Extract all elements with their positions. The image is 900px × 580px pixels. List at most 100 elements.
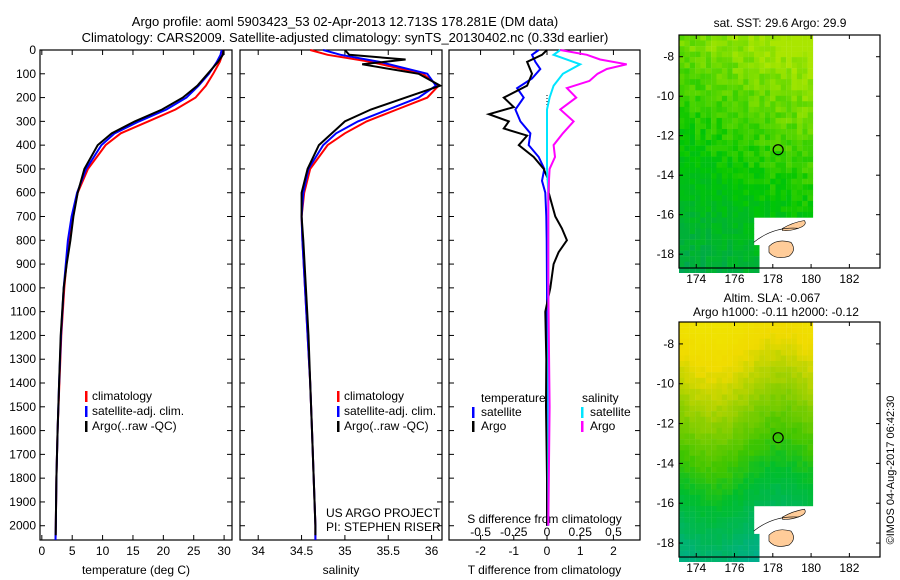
map-cell <box>780 489 787 496</box>
lat-tick-label: -16 <box>657 496 675 510</box>
map-cell <box>705 533 712 540</box>
map-cell <box>679 68 685 74</box>
map-cell <box>679 433 685 440</box>
map-cell <box>780 134 787 141</box>
map-cell <box>695 450 701 457</box>
map-cell <box>759 134 765 141</box>
map-cell <box>679 123 685 130</box>
map-cell <box>748 344 755 351</box>
map-cell <box>711 40 717 47</box>
map-cell <box>705 156 712 163</box>
map-cell <box>802 500 808 507</box>
map-cell <box>695 162 701 168</box>
map-cell <box>754 189 760 196</box>
map-cell <box>780 84 787 91</box>
map-cell <box>770 211 776 218</box>
map-cell <box>796 500 803 507</box>
map-cell <box>705 461 712 468</box>
map-cell <box>705 522 712 529</box>
map-cell <box>705 338 712 345</box>
map-cell <box>743 528 749 535</box>
map-cell <box>807 467 814 473</box>
map-cell <box>689 349 696 356</box>
legend-label: climatology <box>92 389 152 403</box>
map-cell <box>738 494 744 501</box>
map-cell <box>711 73 717 80</box>
map-cell <box>727 500 733 507</box>
map-cell <box>786 73 792 80</box>
map-cell <box>738 539 744 546</box>
map-cell <box>807 200 814 207</box>
map-cell <box>807 62 814 69</box>
map-cell <box>716 211 722 218</box>
map-cell <box>721 200 728 207</box>
map-cell <box>743 51 749 58</box>
map-cell <box>721 377 728 384</box>
map-cell <box>754 90 760 97</box>
map-cell <box>796 117 803 124</box>
map-cell <box>705 162 712 168</box>
map-cell <box>738 40 744 47</box>
map-cell <box>732 388 739 395</box>
map-cell <box>705 416 712 423</box>
map-cell <box>700 467 706 473</box>
map-cell <box>770 173 776 179</box>
map-cell <box>695 51 701 58</box>
map-cell <box>796 173 803 179</box>
map-cell <box>791 383 798 390</box>
map-cell <box>780 167 787 174</box>
map-cell <box>807 162 814 168</box>
map-cell <box>738 206 744 213</box>
map-cell <box>743 472 749 479</box>
map-cell <box>705 200 712 207</box>
map-cell <box>807 327 814 334</box>
map-cell <box>802 422 808 429</box>
map-cell <box>743 355 749 362</box>
map-cell <box>743 366 749 373</box>
map-cell <box>759 211 765 218</box>
map-cell <box>796 483 803 490</box>
map-cell <box>764 483 771 490</box>
map-cell <box>743 517 749 523</box>
map-cell <box>700 90 706 97</box>
map-cell <box>738 422 744 429</box>
map-cell <box>738 261 744 268</box>
map-cell <box>807 433 814 440</box>
series-line-argo-raw-qc- <box>300 49 443 536</box>
map-cell <box>780 383 787 390</box>
map-cell <box>764 62 771 69</box>
map-cell <box>796 200 803 207</box>
map-cell <box>727 57 733 63</box>
map-cell <box>743 349 749 356</box>
map-cell <box>791 129 798 135</box>
lon-tick-label: 174 <box>686 561 706 575</box>
map-cell <box>684 261 690 268</box>
map-cell <box>748 84 755 91</box>
map-cell <box>727 478 733 484</box>
map-cell <box>716 349 722 356</box>
map-cell <box>796 178 803 185</box>
map-cell <box>770 101 776 108</box>
map-cell <box>684 217 690 224</box>
map-cell <box>754 112 760 119</box>
timestamp: ©IMOS 04-Aug-2017 06:42:30 <box>885 396 897 545</box>
map-cell <box>786 167 792 174</box>
map-cell <box>684 483 690 490</box>
map-cell <box>732 349 739 356</box>
map-cell <box>764 333 771 339</box>
map-cell <box>764 388 771 395</box>
map-cell <box>716 366 722 373</box>
map-cell <box>732 416 739 423</box>
map-cell <box>786 134 792 141</box>
map-cell <box>748 533 755 540</box>
map-cell <box>764 95 771 102</box>
map-cell <box>754 178 760 185</box>
map-cell <box>684 355 690 362</box>
map-cell <box>679 117 685 124</box>
map-cell <box>738 106 744 113</box>
map-cell <box>748 494 755 501</box>
map-cell <box>743 539 749 546</box>
map-cell <box>770 167 776 174</box>
map-cell <box>721 461 728 468</box>
map-cell <box>759 79 765 85</box>
